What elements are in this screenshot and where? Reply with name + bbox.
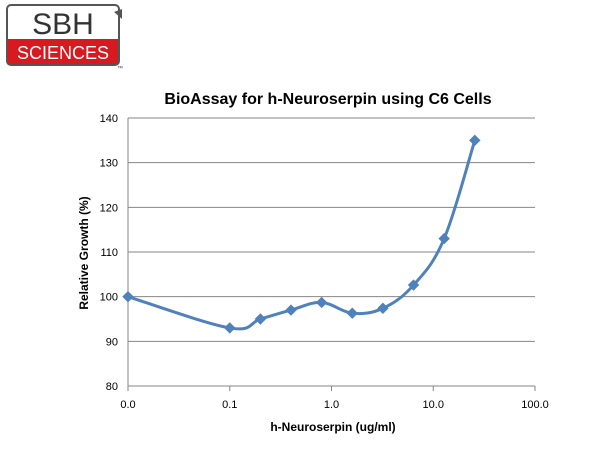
sbh-sciences-logo: SBH SCIENCES ™ [6,4,130,72]
logo-red-band [8,39,118,64]
data-point-marker [346,307,358,319]
y-tick-label: 90 [106,336,118,348]
data-point-marker [377,302,389,314]
chart-title: BioAssay for h-Neuroserpin using C6 Cell… [164,91,491,108]
data-point-marker [469,134,481,147]
series-line [127,139,477,331]
x-axis-title: h-Neuroserpin (ug/ml) [270,420,395,434]
data-point-marker [438,232,450,245]
y-tick-labels: 80 90 100 110 120 130 140 [100,113,118,393]
gridlines [128,117,535,342]
data-point-marker [315,296,328,309]
x-tick-label: 10.0 [423,399,444,411]
x-tick-labels: 0.0 0.1 1.0 10.0 100.0 [120,399,548,411]
series-layer [122,134,481,334]
data-point-marker [122,290,134,303]
y-tick-label: 110 [100,247,118,259]
y-tick-label: 80 [106,381,118,393]
data-point-marker [224,322,236,334]
data-point-marker [254,313,267,325]
logo-corner-tab [114,9,122,19]
y-axis-title: Relative Growth (%) [77,196,91,309]
logo-top-text: SBH [32,8,94,41]
x-tick-label: 0.0 [120,399,135,411]
x-tick-label: 1.0 [324,399,339,411]
logo-bottom-text: SCIENCES [17,43,109,63]
y-tick-label: 120 [100,202,118,214]
axes [127,118,536,391]
x-tick-label: 0.1 [222,399,237,411]
x-tick-label: 100.0 [521,399,549,411]
data-point-marker [285,304,297,316]
y-tick-label: 140 [100,113,118,125]
y-tick-label: 100 [100,292,118,304]
data-point-marker [407,279,420,291]
y-tick-label: 130 [100,158,118,170]
logo-trademark: ™ [117,65,123,70]
